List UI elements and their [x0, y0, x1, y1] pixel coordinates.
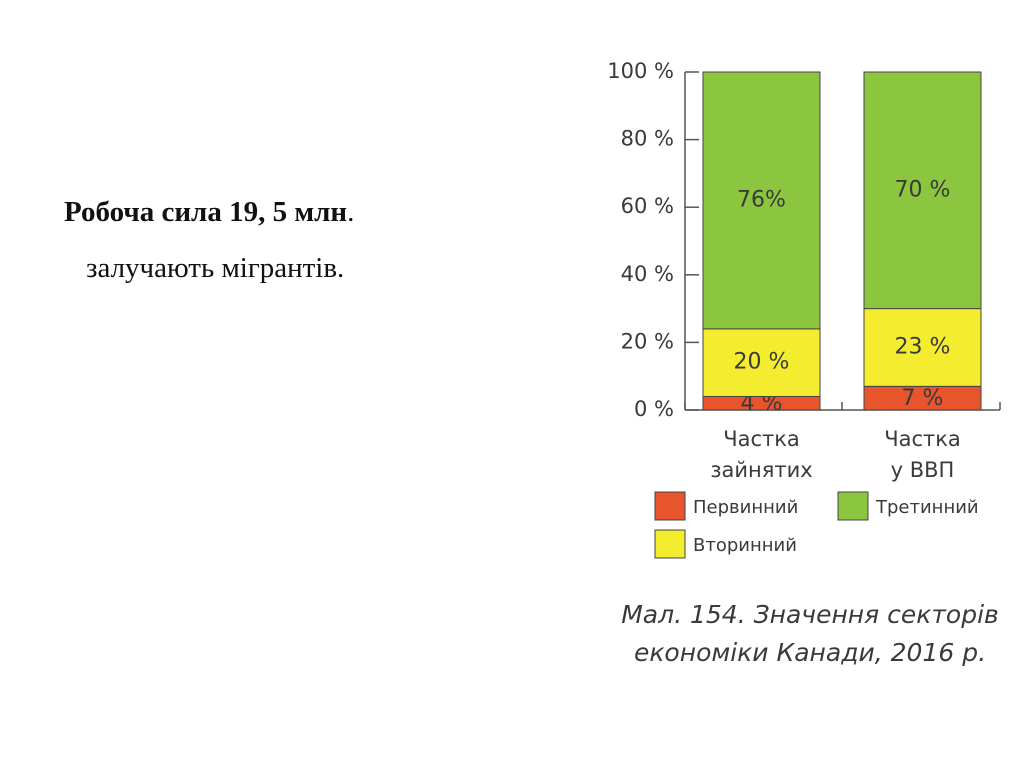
y-tick-label: 20 %	[621, 329, 674, 353]
legend-label: Третинний	[875, 497, 979, 518]
legend-swatch	[654, 491, 686, 521]
legend-label: Вторинний	[693, 535, 797, 556]
bar-segment	[702, 328, 821, 397]
y-tick-label: 100 %	[607, 59, 674, 83]
bar-segment	[863, 71, 982, 310]
value-label: 23 %	[895, 334, 951, 359]
bar-segment	[863, 308, 982, 387]
y-tick-label: 80 %	[621, 127, 674, 151]
value-label: 76%	[737, 187, 786, 212]
value-label: 70 %	[895, 177, 951, 202]
slide-line2: залучають мігрантів.	[86, 252, 345, 284]
y-tick-label: 0 %	[634, 397, 674, 421]
value-label: 7 %	[902, 386, 944, 411]
value-label: 20 %	[734, 350, 790, 375]
x-tick-label: Частка зайнятих	[710, 427, 813, 482]
caption: Мал. 154. Значення секторів економіки Ка…	[621, 600, 999, 667]
legend-swatch	[837, 491, 869, 521]
bar-segment	[702, 71, 821, 330]
y-tick-label: 60 %	[621, 194, 674, 218]
slide-line1: Робоча сила 19, 5 млн	[64, 196, 348, 228]
x-tick-label: Частка у ВВП	[884, 427, 961, 482]
y-tick-label: 40 %	[621, 262, 674, 286]
slide-line1-end: .	[347, 196, 355, 228]
legend-label: Первинний	[693, 497, 798, 518]
slide-line1-wrap: Робоча сила 19, 5 млн.	[64, 196, 354, 229]
legend-swatch	[654, 529, 686, 559]
